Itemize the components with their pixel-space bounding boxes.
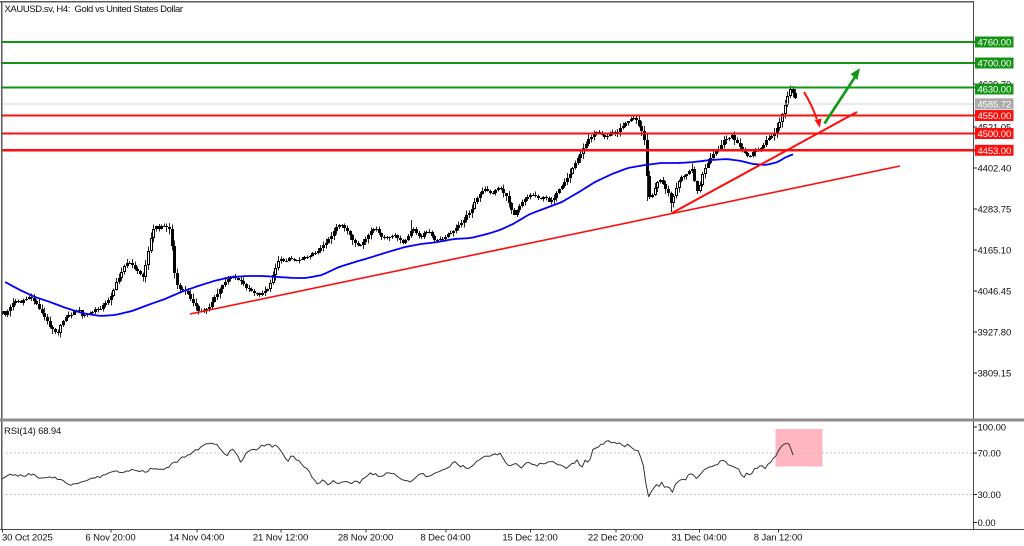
svg-text:4630.00: 4630.00 xyxy=(978,85,1012,96)
svg-text:4585.72: 4585.72 xyxy=(978,99,1012,110)
svg-text:15 Dec 12:00: 15 Dec 12:00 xyxy=(502,533,557,544)
svg-text:30 Oct 2025: 30 Oct 2025 xyxy=(2,533,53,544)
svg-text:8 Dec 04:00: 8 Dec 04:00 xyxy=(420,533,470,544)
svg-text:21 Nov 12:00: 21 Nov 12:00 xyxy=(253,533,308,544)
svg-text:22 Dec 20:00: 22 Dec 20:00 xyxy=(588,533,643,544)
svg-text:8 Jan 12:00: 8 Jan 12:00 xyxy=(754,533,803,544)
svg-text:6 Nov 20:00: 6 Nov 20:00 xyxy=(85,533,135,544)
svg-text:4283.75: 4283.75 xyxy=(978,204,1012,215)
svg-text:30.00: 30.00 xyxy=(978,490,1001,501)
svg-text:XAUUSD.sv, H4: Gold vs United: XAUUSD.sv, H4: Gold vs United States Dol… xyxy=(5,4,183,15)
svg-text:4046.45: 4046.45 xyxy=(978,286,1012,297)
svg-text:0.00: 0.00 xyxy=(978,518,996,529)
svg-text:4700.00: 4700.00 xyxy=(978,59,1012,70)
svg-text:4521.05: 4521.05 xyxy=(978,122,1012,133)
svg-text:28 Nov 20:00: 28 Nov 20:00 xyxy=(338,533,393,544)
svg-text:14 Nov 04:00: 14 Nov 04:00 xyxy=(169,533,224,544)
svg-text:31 Dec 04:00: 31 Dec 04:00 xyxy=(671,533,726,544)
svg-text:4165.10: 4165.10 xyxy=(978,245,1012,256)
svg-text:70.00: 70.00 xyxy=(978,448,1001,459)
svg-text:3809.15: 3809.15 xyxy=(978,368,1012,379)
svg-text:RSI(14) 68.94: RSI(14) 68.94 xyxy=(4,426,61,437)
svg-text:4550.00: 4550.00 xyxy=(978,111,1012,122)
svg-text:4402.40: 4402.40 xyxy=(978,163,1012,174)
svg-text:4500.00: 4500.00 xyxy=(978,129,1012,140)
svg-text:4453.00: 4453.00 xyxy=(978,146,1012,157)
svg-text:100.00: 100.00 xyxy=(978,422,1006,433)
svg-text:4760.00: 4760.00 xyxy=(978,38,1012,49)
svg-text:3927.80: 3927.80 xyxy=(978,327,1012,338)
